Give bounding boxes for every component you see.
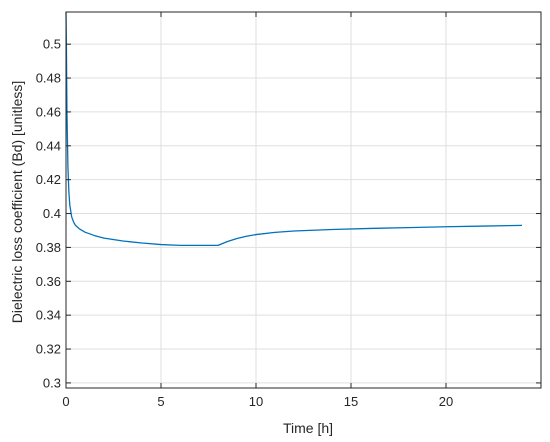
axes-box	[65, 11, 542, 389]
y-tick-label: 0.32	[36, 342, 61, 357]
x-tick-label: 15	[344, 394, 358, 409]
x-tick-label: 20	[439, 394, 453, 409]
y-tick-label: 0.36	[36, 274, 61, 289]
y-axis-label: Dielectric loss coefficient (Bd) [unitle…	[9, 81, 25, 324]
x-tick-label: 5	[157, 394, 164, 409]
x-axis-label: Time [h]	[283, 420, 333, 436]
y-tick-label: 0.48	[36, 71, 61, 86]
y-tick-label: 0.44	[36, 138, 61, 153]
plot-area	[66, 12, 541, 388]
y-tick-label: 0.5	[43, 37, 61, 52]
x-tick-label: 10	[249, 394, 263, 409]
y-tick-label: 0.46	[36, 104, 61, 119]
series-line	[65, 11, 523, 247]
series-layer	[65, 11, 523, 247]
y-tick-label: 0.42	[36, 172, 61, 187]
ticks: 0 5 10 15 20 0.3 0.32 0.34 0.36 0.38 0.4 0.42 0.44 0.…	[36, 12, 541, 409]
axes	[65, 11, 542, 389]
y-tick-label: 0.4	[43, 206, 61, 221]
grid	[65, 12, 541, 388]
x-tick-label: 0	[62, 394, 69, 409]
y-tick-label: 0.34	[36, 308, 61, 323]
y-tick-label: 0.3	[43, 375, 61, 390]
y-tick-label: 0.38	[36, 240, 61, 255]
